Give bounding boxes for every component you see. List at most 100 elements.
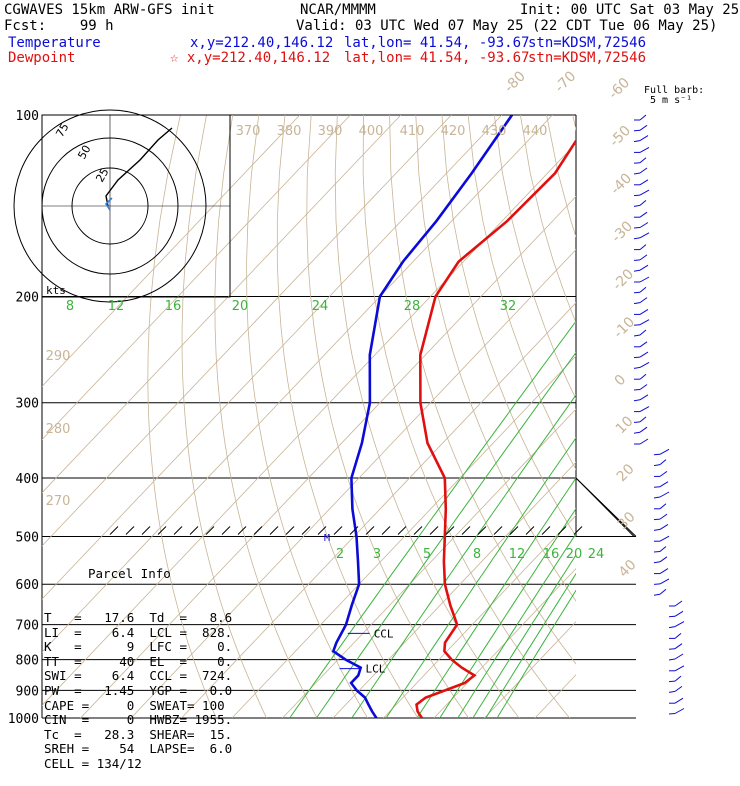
isotherm-label: -60	[606, 75, 633, 102]
wind-barb-flag	[675, 676, 681, 681]
hatch-mark	[206, 526, 214, 534]
wind-barb	[654, 487, 660, 488]
wind-barb	[634, 173, 640, 174]
wind-barb-flag	[640, 395, 648, 400]
wind-barb-flag	[675, 633, 681, 638]
parcel-info-row: K = 9 LFC = 0.	[44, 640, 236, 655]
isotherm-label: 0	[612, 372, 630, 390]
wind-barb-flag	[640, 439, 648, 444]
pressure-tick-label: 200	[16, 291, 39, 306]
wind-barb-flag	[660, 449, 669, 454]
wind-barb	[634, 390, 640, 391]
hatch-mark	[270, 526, 278, 534]
pressure-tick-label: 400	[16, 472, 39, 487]
wind-barb	[634, 400, 640, 401]
wind-barb-flag	[640, 352, 648, 357]
hatch-mark	[574, 526, 582, 534]
wind-barb-flag	[640, 115, 646, 120]
dry-adiabat-line	[625, 115, 740, 718]
theta-label: 420	[441, 124, 466, 139]
hatch-mark	[494, 526, 502, 534]
parcel-info-row: LI = 6.4 LCL = 828.	[44, 626, 236, 641]
parcel-info-row: CELL = 134/12	[44, 757, 236, 772]
mixing-ratio-label: 24	[588, 547, 605, 562]
wind-barb-flag	[640, 125, 647, 130]
mixing-ratio-line	[352, 297, 647, 719]
theta-label: 430	[482, 124, 507, 139]
wind-barb-flag	[640, 309, 648, 314]
wind-barb	[634, 238, 640, 239]
wind-barb-flag	[640, 255, 647, 260]
temperature-profile	[417, 115, 593, 718]
pressure-tick-label: 600	[16, 578, 39, 593]
wind-barb	[634, 292, 640, 293]
wind-barb	[654, 529, 660, 530]
mixing-ratio-line	[290, 297, 595, 719]
wind-barb	[634, 141, 640, 142]
wind-barb-flag	[675, 644, 682, 649]
wind-barb-flag	[640, 168, 647, 173]
wind-barb-flag	[675, 611, 683, 616]
wind-barb	[634, 130, 640, 131]
wind-barb	[669, 681, 675, 682]
mixing-ratio-label: 12	[108, 299, 125, 314]
wind-barb-flag	[660, 504, 666, 509]
wind-barb-flag	[660, 471, 667, 476]
mixing-ratio-label: 24	[312, 299, 329, 314]
wind-barb-flag	[640, 200, 646, 205]
wind-barb-flag	[640, 233, 649, 238]
parcel-info-row: T = 17.6 Td = 8.6	[44, 611, 236, 626]
wind-barb	[634, 260, 640, 261]
mixing-ratio-label: 32	[500, 299, 517, 314]
parcel-info-row: PW = 1.45 YGP = 0.0	[44, 684, 236, 699]
wind-barb	[634, 228, 640, 229]
mixing-ratio-label: 20	[232, 299, 249, 314]
wind-barb	[634, 163, 640, 164]
mixing-ratio-label: 20	[566, 547, 583, 562]
wind-barb	[669, 691, 675, 692]
parcel-info-row: CAPE = 0 SWEAT= 100	[44, 699, 236, 714]
wind-barb	[669, 616, 675, 617]
wind-barb	[669, 659, 675, 660]
wind-barb-flag	[675, 686, 682, 691]
wind-barb	[634, 270, 640, 271]
pressure-tick-label: 800	[16, 654, 39, 669]
wind-barb-flag	[640, 277, 649, 282]
wind-barb-flag	[640, 180, 648, 185]
dry-adiabat-line	[442, 115, 721, 718]
parcel-info-row: TT = 40 EL = 0.	[44, 655, 236, 670]
parcel-info-row: SREH = 54 LAPSE= 6.0	[44, 742, 236, 757]
wind-barb-flag	[640, 407, 649, 412]
hodograph-ring-label: 25	[93, 166, 111, 185]
mixing-ratio-label: 8	[66, 299, 74, 314]
pressure-tick-label: 300	[16, 397, 39, 412]
wind-barb-flag	[640, 417, 646, 422]
wind-barb	[634, 335, 640, 336]
wind-barb-flag	[640, 158, 646, 163]
wind-barb	[634, 205, 640, 206]
isotherm-line	[333, 115, 740, 718]
isotherm-line	[384, 115, 740, 718]
wind-barb-flag	[640, 330, 646, 335]
wind-barb-flag	[660, 524, 668, 529]
parcel-info-row: SWI = 6.4 CCL = 724.	[44, 669, 236, 684]
dry-adiabat-line	[390, 115, 620, 718]
hatch-mark	[382, 526, 390, 534]
wind-barb	[634, 422, 640, 423]
hatch-mark	[558, 526, 566, 534]
mixing-ratio-line	[316, 297, 616, 719]
pressure-tick-label: 900	[16, 684, 39, 699]
dry-adiabat-line	[730, 115, 740, 718]
hatch-mark	[190, 526, 198, 534]
pressure-tick-label: 100	[16, 109, 39, 124]
isotherm-line	[586, 115, 740, 718]
wind-barb-flag	[675, 601, 682, 606]
mixing-ratio-label: 5	[423, 547, 431, 562]
hatch-mark	[142, 526, 150, 534]
lcl-label: LCL	[366, 663, 386, 676]
dry-adiabat-line	[573, 115, 740, 718]
wind-barb-flag	[675, 622, 684, 627]
wind-barb-flag	[640, 287, 646, 292]
wind-barb-flag	[660, 579, 669, 584]
